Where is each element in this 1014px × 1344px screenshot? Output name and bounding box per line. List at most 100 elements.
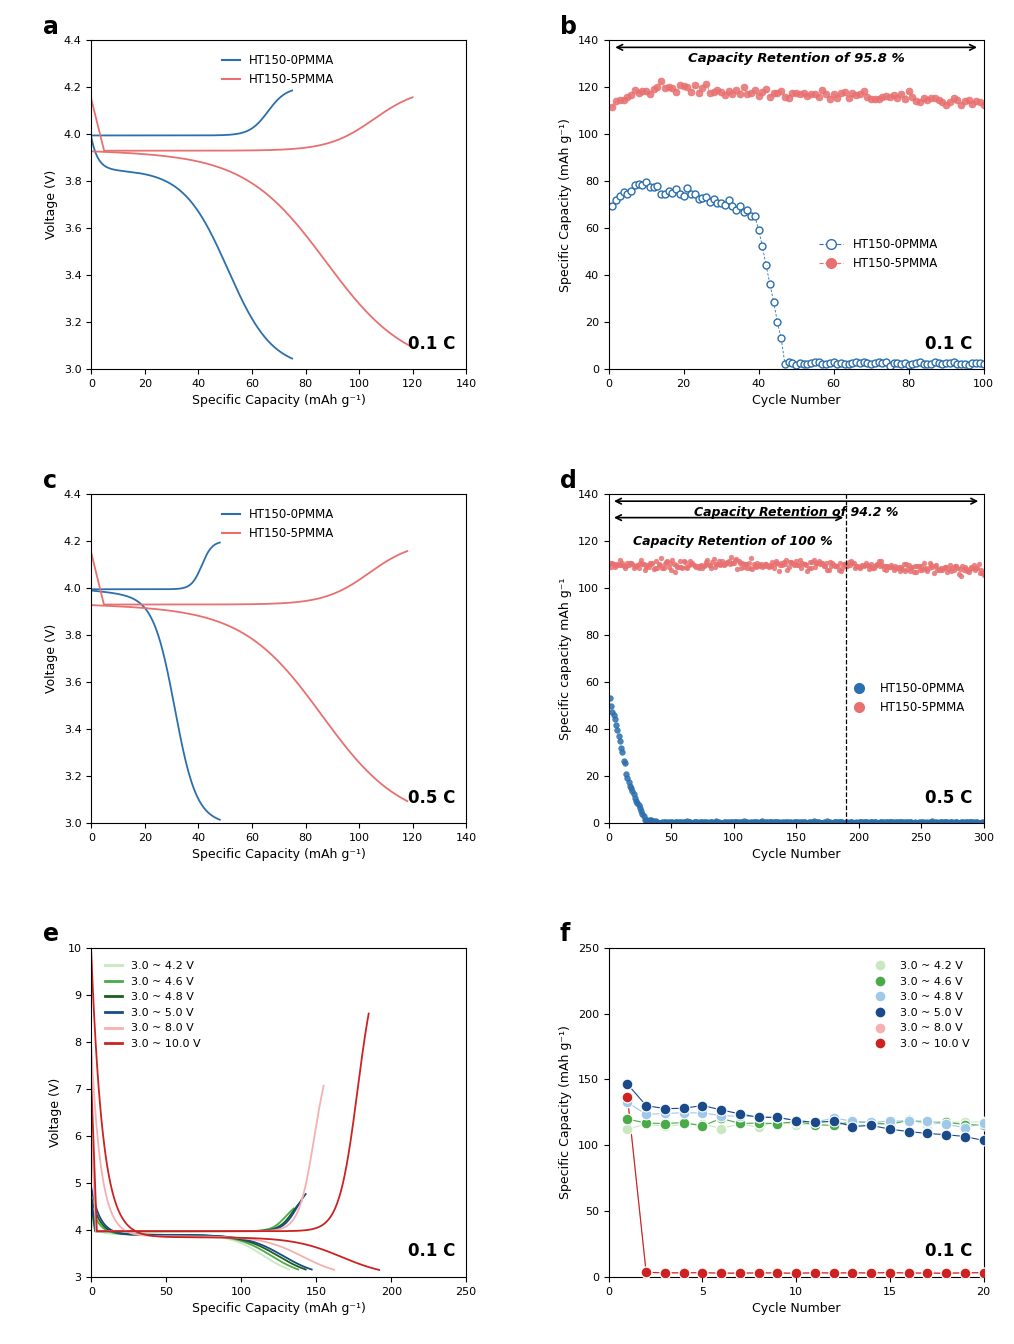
Point (695, 1102, 711, 1124)
Point (750, 1106, 767, 1128)
Point (825, 1107, 842, 1129)
Point (863, 1262, 879, 1284)
Point (675, 1262, 692, 1284)
Point (975, 1111, 992, 1133)
Point (732, 1113, 748, 1134)
Point (825, 1110, 842, 1132)
Y-axis label: Voltage (V): Voltage (V) (45, 171, 58, 239)
Point (713, 1099, 729, 1121)
Point (957, 1117, 973, 1138)
Point (900, 1262, 917, 1284)
X-axis label: Cycle Number: Cycle Number (751, 1302, 841, 1314)
Legend: HT150-0PMMA, HT150-5PMMA: HT150-0PMMA, HT150-5PMMA (217, 503, 339, 544)
Point (675, 1111, 692, 1133)
Point (732, 1106, 748, 1128)
Point (825, 1110, 842, 1132)
Text: 0.1 C: 0.1 C (925, 1242, 972, 1261)
Point (845, 1110, 861, 1132)
Y-axis label: Specific Capacity (mAh g⁻¹): Specific Capacity (mAh g⁻¹) (560, 118, 572, 292)
Point (695, 1095, 711, 1117)
Point (788, 1114, 804, 1136)
Point (920, 1111, 936, 1133)
Point (732, 1262, 748, 1284)
Point (788, 1111, 804, 1133)
Point (882, 1262, 898, 1284)
Y-axis label: Specific capacity mAh g⁻¹: Specific capacity mAh g⁻¹ (560, 578, 572, 739)
X-axis label: Cycle Number: Cycle Number (751, 848, 841, 862)
Point (845, 1111, 861, 1133)
Point (695, 1116, 711, 1137)
Point (750, 1106, 767, 1128)
Point (750, 1117, 767, 1138)
Point (845, 1262, 861, 1284)
Point (957, 1111, 973, 1133)
Point (807, 1262, 823, 1284)
Point (957, 1126, 973, 1148)
Point (807, 1113, 823, 1134)
Point (620, 1086, 636, 1107)
Point (638, 1103, 654, 1125)
Point (750, 1262, 767, 1284)
Point (770, 1110, 786, 1132)
Point (732, 1113, 748, 1134)
Point (975, 1114, 992, 1136)
Point (863, 1114, 879, 1136)
Point (675, 1098, 692, 1120)
Point (845, 1116, 861, 1137)
Point (770, 1106, 786, 1128)
Point (657, 1113, 673, 1134)
Text: d: d (560, 469, 577, 492)
Text: 0.5 C: 0.5 C (925, 789, 972, 806)
Point (882, 1262, 898, 1284)
Legend: HT150-0PMMA, HT150-5PMMA: HT150-0PMMA, HT150-5PMMA (814, 234, 942, 274)
Point (920, 1122, 936, 1144)
Text: b: b (560, 15, 577, 39)
Point (938, 1262, 954, 1284)
Point (695, 1262, 711, 1284)
Point (957, 1262, 973, 1284)
Point (675, 1262, 692, 1284)
Point (788, 1110, 804, 1132)
Point (770, 1262, 786, 1284)
Point (807, 1111, 823, 1133)
Point (657, 1262, 673, 1284)
Point (863, 1111, 879, 1133)
Text: c: c (43, 469, 57, 492)
Point (713, 1107, 729, 1129)
Point (620, 1074, 636, 1095)
Text: Capacity Retention of 94.2 %: Capacity Retention of 94.2 % (694, 505, 898, 519)
Point (657, 1116, 673, 1137)
Point (975, 1113, 992, 1134)
Point (638, 1262, 654, 1284)
Point (695, 1262, 711, 1284)
Point (920, 1110, 936, 1132)
Text: 0.5 C: 0.5 C (408, 789, 455, 806)
Point (920, 1262, 936, 1284)
Point (938, 1111, 954, 1133)
Point (957, 1114, 973, 1136)
Point (975, 1262, 992, 1284)
Point (713, 1262, 729, 1284)
Point (825, 1262, 842, 1284)
Point (732, 1103, 748, 1125)
X-axis label: Cycle Number: Cycle Number (751, 394, 841, 407)
Point (975, 1130, 992, 1152)
Text: 0.1 C: 0.1 C (925, 335, 972, 352)
Point (770, 1106, 786, 1128)
X-axis label: Specific Capacity (mAh g⁻¹): Specific Capacity (mAh g⁻¹) (192, 1302, 366, 1314)
Y-axis label: Voltage (V): Voltage (V) (49, 1078, 62, 1146)
Point (638, 1262, 654, 1284)
Point (863, 1111, 879, 1133)
Point (788, 1262, 804, 1284)
Text: 0.1 C: 0.1 C (408, 1242, 455, 1261)
Text: e: e (43, 922, 59, 946)
Point (900, 1121, 917, 1142)
Point (825, 1114, 842, 1136)
Point (957, 1262, 973, 1284)
Point (638, 1095, 654, 1117)
Point (788, 1110, 804, 1132)
Point (845, 1262, 861, 1284)
Y-axis label: Voltage (V): Voltage (V) (45, 624, 58, 694)
Point (863, 1114, 879, 1136)
Point (845, 1114, 861, 1136)
